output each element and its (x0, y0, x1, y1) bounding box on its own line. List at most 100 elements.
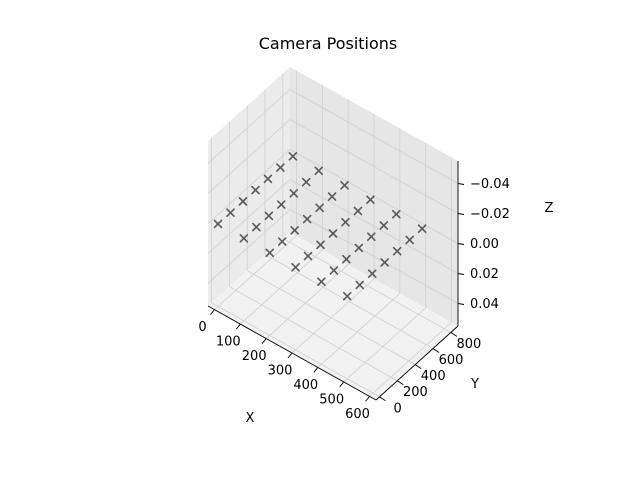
x-tick (313, 367, 319, 373)
x-grid-floor (214, 235, 297, 310)
data-point (314, 166, 324, 176)
data-point (315, 203, 324, 213)
z-grid-side (207, 209, 291, 284)
x-tick (261, 338, 267, 344)
data-point (327, 192, 337, 201)
data-point (342, 254, 351, 264)
z-tick (457, 213, 465, 215)
x-tick (235, 323, 241, 330)
data-point (328, 229, 338, 238)
data-point (238, 197, 248, 206)
y-tick (414, 364, 422, 369)
data-point (316, 240, 325, 250)
data-point (263, 174, 273, 184)
z-tick (457, 303, 465, 305)
z-tick-label: 0.02 (470, 267, 499, 282)
x-grid-floor (240, 249, 323, 325)
data-point (301, 177, 311, 187)
data-point (277, 200, 286, 209)
x-tick-label: 300 (268, 364, 293, 379)
y-tick-label: 200 (403, 385, 428, 400)
y-tick-label: 400 (421, 369, 446, 384)
data-point (264, 211, 274, 221)
y-grid-floor (247, 270, 416, 365)
y-grid-floor (229, 286, 398, 382)
y-axis-line (375, 325, 459, 401)
x-tick (210, 309, 215, 315)
data-point (417, 224, 427, 233)
x-axis-label: X (246, 411, 255, 426)
data-point (276, 163, 285, 172)
y-tick-label: 800 (456, 337, 481, 352)
data-point (380, 258, 389, 267)
y-tick-label: 0 (393, 401, 401, 416)
data-point (392, 246, 402, 256)
x-tick-label: 200 (242, 349, 267, 364)
x-tick-label: 100 (216, 335, 241, 350)
data-point (291, 262, 300, 272)
z-grid-side (207, 89, 291, 164)
z-tick (457, 243, 465, 245)
x-grid-floor (369, 322, 452, 397)
z-grid-back (289, 179, 459, 274)
x-grid-floor (343, 307, 426, 383)
data-point (302, 214, 312, 224)
data-point (277, 237, 287, 246)
data-point (366, 195, 375, 205)
y-tick (397, 380, 404, 386)
x-tick-label: 0 (198, 320, 206, 335)
data-point (340, 180, 349, 190)
data-point (239, 234, 249, 243)
data-point (251, 185, 260, 195)
x-tick-label: 500 (319, 392, 344, 407)
data-point (252, 222, 261, 232)
y-grid-floor (211, 302, 380, 398)
data-point (353, 206, 363, 216)
data-point (303, 251, 313, 261)
z-grid-side (207, 149, 291, 224)
z-grid-side (207, 179, 291, 254)
data-point (317, 277, 326, 287)
data-point (341, 217, 350, 227)
data-point (329, 266, 339, 275)
data-point (367, 269, 377, 278)
data-point (391, 209, 401, 219)
data-point (288, 152, 298, 161)
x-tick (287, 352, 293, 359)
data-point (367, 232, 376, 242)
z-grid-back (289, 119, 459, 214)
x-grid-floor (291, 278, 375, 354)
z-tick-label: 0.00 (470, 237, 499, 252)
z-grid-side (207, 119, 291, 194)
y-tick (450, 332, 458, 337)
y-axis-label: Y (470, 377, 479, 392)
chart-title: Camera Positions (259, 34, 398, 53)
z-tick-label: −0.04 (470, 177, 510, 192)
z-tick-label: −0.02 (470, 207, 510, 222)
z-tick (457, 183, 465, 185)
x-tick-label: 600 (345, 407, 370, 422)
data-point (290, 225, 299, 235)
data-point (379, 221, 389, 230)
data-point (342, 291, 352, 301)
z-grid-back (289, 209, 459, 304)
x-tick (339, 381, 345, 388)
y-tick-label: 600 (439, 353, 464, 368)
y-tick (432, 348, 440, 353)
z-grid-back (289, 89, 459, 184)
data-point (289, 189, 299, 198)
x-grid-floor (265, 264, 349, 339)
data-point (265, 248, 275, 258)
x-tick (365, 396, 370, 402)
data-point (226, 208, 235, 217)
x-tick-label: 400 (293, 378, 318, 393)
z-tick (457, 273, 465, 275)
z-axis-label: Z (545, 201, 554, 216)
data-points (213, 152, 427, 301)
x-grid-floor (317, 293, 401, 368)
data-point (354, 243, 364, 253)
data-point (405, 235, 414, 245)
y-tick (379, 396, 386, 402)
